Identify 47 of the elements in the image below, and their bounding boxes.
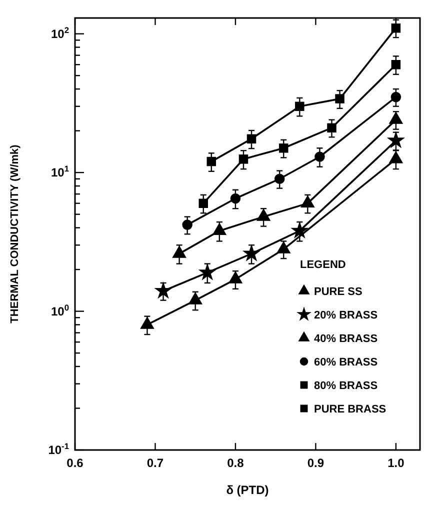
point	[228, 272, 242, 284]
point	[300, 196, 314, 208]
y-axis-title: THERMAL CONDUCTIVITY (W/mk)	[9, 144, 21, 324]
point	[388, 132, 404, 148]
point	[212, 223, 226, 235]
y-tick-label: 10$^{0}$	[50, 302, 70, 318]
point	[292, 222, 308, 238]
point	[230, 193, 241, 204]
point	[335, 94, 344, 104]
point	[274, 174, 285, 184]
legend-label: 40% BRASS	[314, 333, 378, 345]
legend-label: 60% BRASS	[314, 356, 378, 368]
point	[389, 151, 403, 164]
point	[200, 264, 216, 280]
legend-label: PURE BRASS	[314, 404, 386, 416]
point	[276, 242, 290, 254]
point	[256, 209, 270, 221]
point	[390, 92, 402, 102]
y-tick-label: 10$^{-1}$	[48, 441, 70, 457]
legend-title: LEGEND	[300, 259, 346, 271]
x-tick-label: 0.7	[146, 456, 164, 470]
point	[314, 152, 325, 162]
point	[198, 198, 208, 208]
point	[172, 246, 186, 258]
legend-label: 20% BRASS	[314, 310, 378, 322]
point	[295, 102, 304, 111]
point	[155, 282, 172, 298]
point	[182, 220, 192, 230]
x-tick-label: 0.8	[227, 456, 244, 470]
legend-label: 80% BRASS	[314, 380, 378, 392]
point	[278, 143, 288, 153]
point	[246, 134, 256, 144]
point	[140, 317, 154, 329]
point	[188, 292, 202, 304]
y-tick-label: 10$^{1}$	[50, 164, 70, 180]
point	[327, 123, 336, 132]
x-tick-label: 0.6	[66, 456, 84, 470]
point	[238, 154, 248, 164]
point	[244, 246, 260, 260]
point	[206, 156, 216, 166]
x-tick-label: 1.0	[388, 456, 405, 470]
x-tick-label: 0.9	[307, 456, 324, 470]
point	[391, 60, 401, 70]
y-tick-label: 10$^{2}$	[50, 24, 70, 41]
point	[391, 23, 401, 33]
legend-label: PURE SS	[314, 286, 362, 298]
x-axis-title: δ (PTD)	[226, 483, 269, 497]
